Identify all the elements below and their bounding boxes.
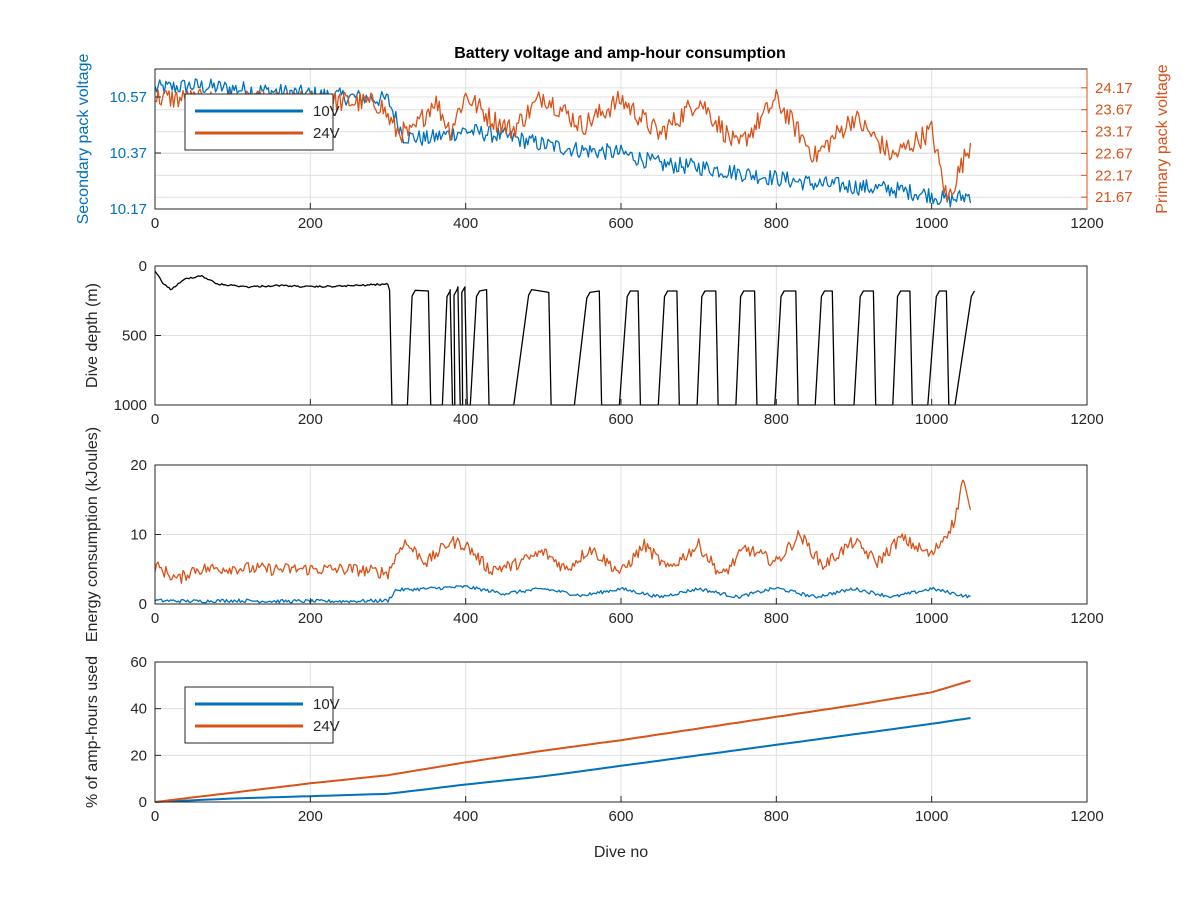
- x-tick-label: 200: [298, 411, 323, 428]
- x-tick-label: 800: [764, 215, 789, 232]
- panel-1: 0 200 400 600 800 1000 1200 10.17 10.37 10.57 21.6…: [75, 54, 1171, 232]
- y-axis-label: Secondary pack voltage: [75, 54, 92, 225]
- x-tick-label: 400: [453, 411, 478, 428]
- series-line-10v: [155, 78, 972, 208]
- x-tick-label: 0: [151, 808, 159, 825]
- x-tick-label: 1200: [1070, 808, 1103, 825]
- y-tick-label: 10.37: [109, 145, 147, 162]
- x-tick-label: 0: [151, 411, 159, 428]
- y-right-tick-label: 23.17: [1095, 124, 1133, 141]
- y-right-axis-label: Primary pack voltage: [1154, 64, 1171, 213]
- panels: 0 200 400 600 800 1000 120010.1710.3710.5721.6…: [75, 54, 1171, 861]
- legend-label-10v: 10V: [313, 696, 340, 713]
- x-tick-label: 600: [608, 215, 633, 232]
- figure-title: Battery voltage and amp-hour consumption: [454, 45, 786, 62]
- series-line-10v: [155, 585, 971, 604]
- panel-3: 0 200 400 600 800 1000 1200 0 10 20 Energy consump…: [84, 427, 1104, 642]
- data-layer: [155, 679, 971, 803]
- y-tick-label: 500: [122, 328, 147, 345]
- x-tick-label: 400: [453, 808, 478, 825]
- x-tick-label: 200: [298, 808, 323, 825]
- x-tick-label: 200: [298, 610, 323, 627]
- y-tick-label: 20: [130, 747, 147, 764]
- x-tick-label: 0: [151, 215, 159, 232]
- x-tick-label: 800: [764, 411, 789, 428]
- x-tick-label: 600: [608, 808, 633, 825]
- x-tick-label: 800: [764, 808, 789, 825]
- legend-label-10v: 10V: [313, 103, 340, 120]
- y-tick-label: 0: [139, 794, 147, 811]
- x-tick-label: 1000: [915, 610, 948, 627]
- x-tick-label: 600: [608, 411, 633, 428]
- x-tick-label: 600: [608, 610, 633, 627]
- y-axis-label: % of amp-hours used: [84, 656, 101, 808]
- y-tick-label: 60: [130, 654, 147, 671]
- x-tick-label: 1200: [1070, 215, 1103, 232]
- series-line-10v: [155, 717, 971, 803]
- data-layer: [155, 270, 975, 406]
- x-tick-label: 200: [298, 215, 323, 232]
- series-line-depth: [155, 270, 975, 406]
- x-tick-label: 1200: [1070, 411, 1103, 428]
- x-tick-label: 0: [151, 610, 159, 627]
- y-axis-label: Dive depth (m): [84, 283, 101, 388]
- x-tick-label: 1000: [915, 808, 948, 825]
- y-right-tick-label: 22.67: [1095, 145, 1133, 162]
- x-tick-label: 400: [453, 215, 478, 232]
- series-line-24v: [155, 679, 971, 803]
- x-tick-label: 1000: [915, 215, 948, 232]
- y-tick-label: 20: [130, 457, 147, 474]
- y-tick-label: 1000: [114, 397, 147, 414]
- y-tick-label: 10.57: [109, 89, 147, 106]
- x-tick-label: 800: [764, 610, 789, 627]
- series-line-24v: [155, 479, 972, 584]
- data-layer: [155, 479, 972, 604]
- y-tick-label: 0: [139, 596, 147, 613]
- y-right-tick-label: 24.17: [1095, 80, 1133, 97]
- x-axis-label: Dive no: [594, 844, 648, 861]
- y-tick-label: 40: [130, 701, 147, 718]
- y-right-tick-label: 21.67: [1095, 189, 1133, 206]
- legend-label-24v: 24V: [313, 718, 340, 735]
- x-tick-label: 1200: [1070, 610, 1103, 627]
- y-tick-label: 0: [139, 258, 147, 275]
- panel-2: 0 200 400 600 800 1000 1200 0 500 1000 Dive depth …: [84, 258, 1104, 428]
- y-right-tick-label: 23.67: [1095, 102, 1133, 119]
- x-tick-label: 1000: [915, 411, 948, 428]
- legend-box: [184, 93, 334, 151]
- legend-label-24v: 24V: [313, 125, 340, 142]
- x-tick-label: 400: [453, 610, 478, 627]
- panel-4: 0 200 400 600 800 1000 1200 0 20 40 60 % of amp-hou…: [84, 654, 1104, 861]
- y-axis-label: Energy consumption (kJoules): [84, 427, 101, 642]
- y-tick-label: 10: [130, 527, 147, 544]
- y-right-tick-label: 22.17: [1095, 167, 1133, 184]
- legend-box: [184, 686, 334, 744]
- y-tick-label: 10.17: [109, 201, 147, 218]
